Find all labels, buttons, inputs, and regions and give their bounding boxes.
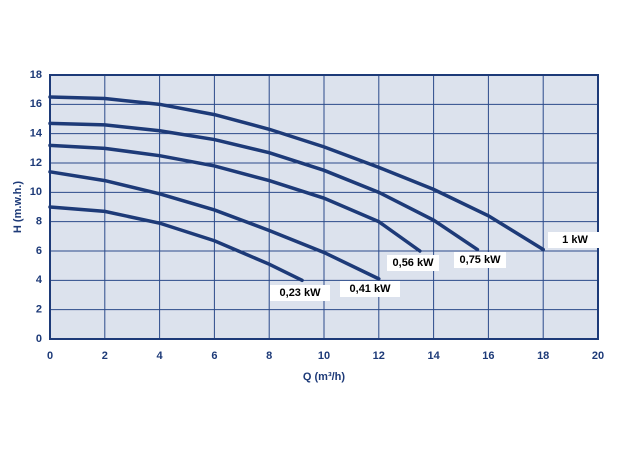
label-box xyxy=(387,255,439,271)
label-box xyxy=(340,281,400,297)
curve xyxy=(48,170,381,281)
y-tick-label: 14 xyxy=(30,128,43,140)
x-tick-label: 4 xyxy=(157,350,164,362)
y-tick-label: 16 xyxy=(30,98,42,110)
x-tick-label: 0 xyxy=(47,350,53,362)
y-tick-label: 6 xyxy=(36,245,42,257)
curve xyxy=(48,143,422,253)
y-tick-label: 0 xyxy=(36,333,42,345)
curve-label: 0,23 kW xyxy=(280,287,322,299)
x-tick-label: 16 xyxy=(482,350,494,362)
y-tick-label: 10 xyxy=(30,186,42,198)
curve-label: 0,75 kW xyxy=(460,254,502,266)
x-tick-label: 12 xyxy=(373,350,385,362)
y-tick-label: 8 xyxy=(36,216,42,228)
x-tick-label: 2 xyxy=(102,350,108,362)
curve xyxy=(48,121,480,252)
y-tick-label: 12 xyxy=(30,157,42,169)
x-tick-label: 18 xyxy=(537,350,549,362)
y-tick-label: 2 xyxy=(36,304,42,316)
curve xyxy=(48,205,304,283)
x-axis-title: Q (m³/h) xyxy=(303,371,345,383)
label-box xyxy=(454,252,506,268)
label-box xyxy=(270,285,330,301)
label-box xyxy=(548,232,602,248)
curve-label: 0,41 kW xyxy=(350,283,392,295)
curve-label: 0,56 kW xyxy=(393,257,435,269)
x-tick-label: 8 xyxy=(266,350,272,362)
x-tick-label: 14 xyxy=(427,350,440,362)
curve xyxy=(48,95,545,252)
x-tick-label: 6 xyxy=(211,350,217,362)
y-axis-title: H (m.w.h.) xyxy=(12,181,24,233)
x-tick-label: 10 xyxy=(318,350,330,362)
y-tick-label: 4 xyxy=(36,274,43,286)
x-tick-label: 20 xyxy=(592,350,604,362)
y-tick-label: 18 xyxy=(30,69,42,81)
curve-label: 1 kW xyxy=(562,234,588,246)
